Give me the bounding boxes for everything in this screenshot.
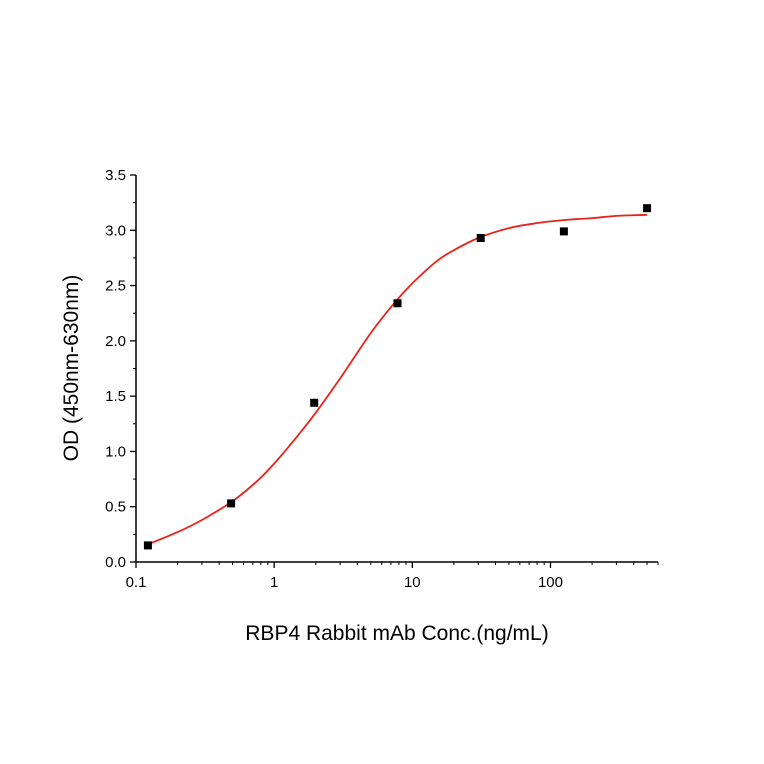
- tick-marks: [130, 174, 659, 568]
- x-tick-label: 1: [270, 574, 278, 591]
- y-tick-label: 1.0: [105, 443, 126, 460]
- x-tick-label: 10: [404, 574, 421, 591]
- data-point: [227, 499, 236, 508]
- y-tick-label: 2.0: [105, 333, 126, 350]
- data-series: [143, 204, 652, 550]
- x-axis-title: RBP4 Rabbit mAb Conc.(ng/mL): [245, 622, 548, 645]
- data-point: [476, 234, 485, 243]
- y-tick-label: 1.5: [105, 388, 126, 405]
- fit-curve: [147, 213, 648, 546]
- data-point: [559, 227, 568, 236]
- y-tick-label: 3.5: [105, 167, 126, 184]
- y-axis-title: OD (450nm-630nm): [60, 275, 83, 462]
- data-point: [143, 541, 152, 550]
- axes: [135, 175, 658, 563]
- y-tick-label: 3.0: [105, 222, 126, 239]
- data-point: [393, 299, 402, 308]
- data-point: [310, 398, 319, 407]
- data-point: [643, 204, 652, 213]
- tick-labels: 0.0 0.5 1.0 1.5 2.0 2.5 3.0 3.5 0.1 1 10 100: [105, 167, 563, 591]
- y-tick-label: 0.0: [105, 554, 126, 571]
- x-tick-label: 0.1: [126, 574, 147, 591]
- y-tick-label: 2.5: [105, 278, 126, 295]
- y-tick-label: 0.5: [105, 499, 126, 516]
- x-tick-label: 100: [538, 574, 563, 591]
